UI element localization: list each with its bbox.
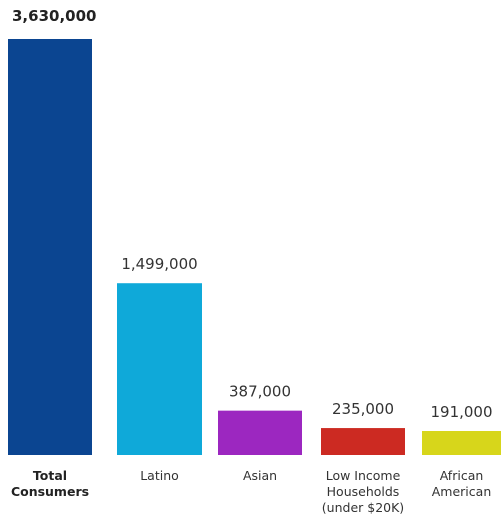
category-label-4-0: African	[440, 468, 484, 483]
bar-0	[8, 39, 92, 455]
value-label-0: 3,630,000	[12, 7, 96, 25]
bar-1	[117, 283, 202, 455]
value-label-1: 1,499,000	[121, 255, 197, 273]
category-label-3-2: (under $20K)	[322, 500, 404, 515]
category-label-0-0: Total	[33, 468, 67, 483]
category-label-2-0: Asian	[243, 468, 277, 483]
category-label-1-0: Latino	[140, 468, 179, 483]
value-label-4: 191,000	[430, 403, 492, 421]
bar-4	[422, 431, 501, 455]
category-label-3-1: Households	[327, 484, 400, 499]
value-label-3: 235,000	[332, 400, 394, 418]
bar-3	[321, 428, 405, 455]
bar-2	[218, 410, 302, 455]
category-label-4-1: American	[432, 484, 492, 499]
category-label-0-1: Consumers	[11, 484, 89, 499]
category-label-3-0: Low Income	[326, 468, 401, 483]
value-label-2: 387,000	[229, 383, 291, 401]
